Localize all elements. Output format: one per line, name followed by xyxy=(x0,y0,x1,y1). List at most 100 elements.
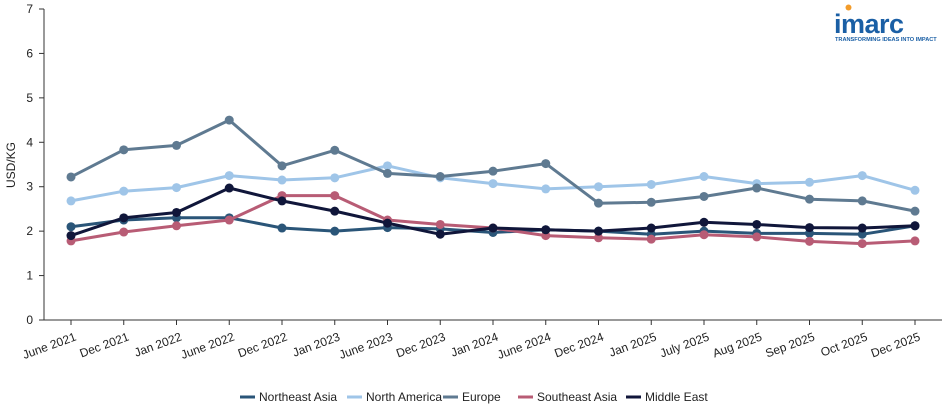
data-point-middle-east xyxy=(119,213,129,223)
data-point-southeast-asia xyxy=(910,236,920,246)
data-point-europe xyxy=(172,140,181,150)
imarc-logo: imarc TRANSFORMING IDEAS INTO IMPACT xyxy=(834,4,937,43)
data-point-middle-east xyxy=(594,226,603,236)
y-tick-label: 4 xyxy=(26,135,33,149)
data-point-north-america xyxy=(488,179,498,189)
x-tick-label: Dec 2021 xyxy=(78,330,131,361)
data-point-middle-east xyxy=(330,206,340,216)
data-point-europe xyxy=(541,159,551,169)
x-tick-label: Oct 2025 xyxy=(819,330,870,360)
data-point-europe xyxy=(383,168,392,178)
data-point-northeast-asia xyxy=(66,222,76,232)
legend-label: Middle East xyxy=(645,390,708,404)
x-tick-label: Jan 2025 xyxy=(607,330,658,360)
legend-item-middle-east: Middle East xyxy=(626,390,708,404)
legend-item-europe: Europe xyxy=(443,390,501,404)
data-point-europe xyxy=(699,191,709,201)
y-axis-title: USD/KG xyxy=(4,142,18,188)
y-tick-label: 3 xyxy=(26,180,33,194)
y-tick-label: 2 xyxy=(26,224,33,238)
data-point-europe xyxy=(119,145,129,155)
legend-label: Europe xyxy=(462,390,501,404)
data-point-middle-east xyxy=(699,217,709,227)
data-point-north-america xyxy=(119,186,129,196)
x-tick-label: Dec 2024 xyxy=(552,330,605,361)
legend-label: Southeast Asia xyxy=(537,390,617,404)
data-point-north-america xyxy=(805,177,814,187)
x-tick-label: Dec 2022 xyxy=(236,330,289,361)
data-point-northeast-asia xyxy=(857,229,867,239)
x-tick-label: June 2023 xyxy=(337,330,395,362)
data-point-southeast-asia xyxy=(805,236,814,246)
data-point-middle-east xyxy=(488,223,498,233)
x-tick-label: Dec 2025 xyxy=(869,330,922,361)
legend: Northeast Asia North America Europe Southea… xyxy=(240,390,708,404)
series-line-europe xyxy=(70,118,916,213)
x-tick-label: June 2022 xyxy=(179,330,237,362)
data-point-europe xyxy=(857,196,867,206)
data-point-middle-east xyxy=(752,219,762,229)
data-point-europe xyxy=(594,198,603,208)
data-point-middle-east xyxy=(646,223,656,233)
data-point-middle-east xyxy=(541,225,551,235)
data-point-north-america xyxy=(541,184,551,194)
y-tick-label: 7 xyxy=(26,2,33,16)
data-point-southeast-asia xyxy=(699,230,709,240)
x-tick-label: Aug 2025 xyxy=(711,330,764,361)
data-point-northeast-asia xyxy=(277,223,287,233)
x-tick-label: July 2025 xyxy=(658,330,711,361)
data-point-southeast-asia xyxy=(435,219,445,229)
data-point-middle-east xyxy=(224,183,234,193)
y-tick-label: 1 xyxy=(26,269,33,283)
data-point-middle-east xyxy=(277,196,287,206)
x-tick-label: Sep 2025 xyxy=(763,330,816,361)
data-point-middle-east xyxy=(435,229,445,239)
data-point-southeast-asia xyxy=(330,191,340,201)
logo-tagline: TRANSFORMING IDEAS INTO IMPACT xyxy=(835,37,937,43)
data-point-europe xyxy=(646,197,656,207)
data-point-north-america xyxy=(594,182,603,192)
data-point-north-america xyxy=(277,175,287,185)
data-point-europe xyxy=(330,145,340,155)
data-point-europe xyxy=(224,115,234,125)
logo-dot-icon xyxy=(845,4,852,11)
legend-item-southeast-asia: Southeast Asia xyxy=(518,390,617,404)
data-point-europe xyxy=(66,172,76,182)
legend-label: Northeast Asia xyxy=(259,390,337,404)
y-tick-label: 0 xyxy=(26,313,33,327)
data-point-north-america xyxy=(330,173,340,183)
data-point-middle-east xyxy=(66,231,76,241)
series-middle-east xyxy=(66,183,920,241)
data-point-southeast-asia xyxy=(594,233,603,243)
data-point-southeast-asia xyxy=(646,234,656,244)
data-point-europe xyxy=(435,171,445,181)
x-tick-label: Dec 2023 xyxy=(394,330,447,361)
y-tick-label: 6 xyxy=(26,46,33,60)
legend-item-north-america: North America xyxy=(347,390,442,404)
data-point-north-america xyxy=(66,196,76,206)
data-point-north-america xyxy=(857,171,867,181)
legend-item-northeast-asia: Northeast Asia xyxy=(240,390,337,404)
data-point-europe xyxy=(488,166,498,176)
data-point-north-america xyxy=(910,185,920,195)
x-tick-label: Jan 2024 xyxy=(449,330,500,360)
data-point-southeast-asia xyxy=(119,227,129,237)
data-point-southeast-asia xyxy=(857,239,867,249)
data-point-middle-east xyxy=(910,221,920,231)
data-point-europe xyxy=(277,161,287,171)
y-tick-label: 5 xyxy=(26,91,33,105)
data-point-southeast-asia xyxy=(752,232,762,242)
x-tick-label: June 2024 xyxy=(495,330,553,362)
data-point-north-america xyxy=(646,179,656,189)
series-layer xyxy=(66,115,920,249)
y-axis: 0 1 2 3 4 5 6 7 xyxy=(26,2,45,327)
data-point-middle-east xyxy=(805,223,814,233)
x-tick-label: Jan 2023 xyxy=(291,330,342,360)
x-tick-label: June 2021 xyxy=(21,330,79,362)
data-point-europe xyxy=(910,206,920,216)
data-point-middle-east xyxy=(383,218,392,228)
data-point-southeast-asia xyxy=(224,215,234,225)
data-point-northeast-asia xyxy=(330,226,340,236)
data-point-southeast-asia xyxy=(172,221,181,231)
series-southeast-asia xyxy=(66,191,920,249)
